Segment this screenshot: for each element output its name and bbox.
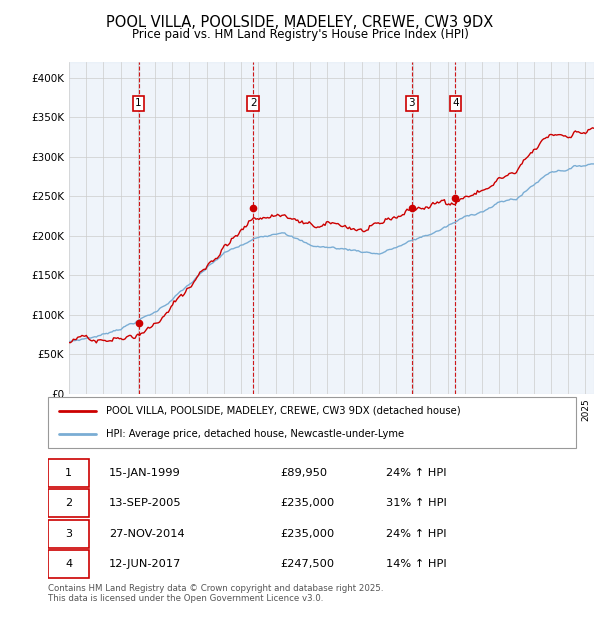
Text: Price paid vs. HM Land Registry's House Price Index (HPI): Price paid vs. HM Land Registry's House … [131, 28, 469, 40]
FancyBboxPatch shape [48, 397, 576, 448]
Text: POOL VILLA, POOLSIDE, MADELEY, CREWE, CW3 9DX: POOL VILLA, POOLSIDE, MADELEY, CREWE, CW… [106, 16, 494, 30]
Text: £89,950: £89,950 [280, 468, 328, 478]
FancyBboxPatch shape [48, 520, 89, 548]
Text: 14% ↑ HPI: 14% ↑ HPI [386, 559, 446, 569]
Bar [412, 62, 455, 394]
Text: 4: 4 [65, 559, 72, 569]
Text: 1: 1 [135, 99, 142, 108]
FancyBboxPatch shape [48, 459, 89, 487]
Text: 13-SEP-2005: 13-SEP-2005 [109, 498, 181, 508]
Text: 12-JUN-2017: 12-JUN-2017 [109, 559, 181, 569]
Text: 27-NOV-2014: 27-NOV-2014 [109, 529, 184, 539]
Bar [253, 62, 412, 394]
Text: 2: 2 [250, 99, 257, 108]
Text: 3: 3 [65, 529, 72, 539]
Text: 3: 3 [409, 99, 415, 108]
Bar [69, 62, 139, 394]
Text: 1: 1 [65, 468, 72, 478]
Text: 2: 2 [65, 498, 72, 508]
Bar [455, 62, 594, 394]
Text: 31% ↑ HPI: 31% ↑ HPI [386, 498, 447, 508]
Text: 4: 4 [452, 99, 459, 108]
Text: 15-JAN-1999: 15-JAN-1999 [109, 468, 181, 478]
FancyBboxPatch shape [48, 489, 89, 518]
Text: POOL VILLA, POOLSIDE, MADELEY, CREWE, CW3 9DX (detached house): POOL VILLA, POOLSIDE, MADELEY, CREWE, CW… [106, 405, 461, 415]
Text: HPI: Average price, detached house, Newcastle-under-Lyme: HPI: Average price, detached house, Newc… [106, 429, 404, 439]
Text: £247,500: £247,500 [280, 559, 334, 569]
Text: 24% ↑ HPI: 24% ↑ HPI [386, 529, 446, 539]
Bar [139, 62, 253, 394]
Text: 24% ↑ HPI: 24% ↑ HPI [386, 468, 446, 478]
Text: £235,000: £235,000 [280, 529, 335, 539]
Text: Contains HM Land Registry data © Crown copyright and database right 2025.
This d: Contains HM Land Registry data © Crown c… [48, 584, 383, 603]
FancyBboxPatch shape [48, 551, 89, 578]
Text: £235,000: £235,000 [280, 498, 335, 508]
